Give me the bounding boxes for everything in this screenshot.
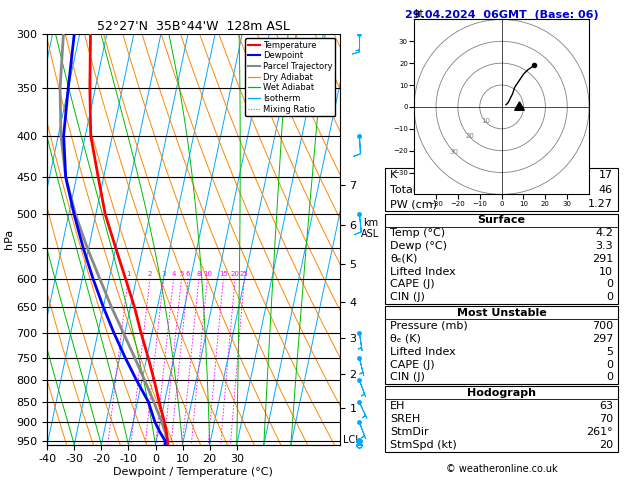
Text: 5: 5 [606,347,613,357]
Text: 2: 2 [148,271,152,277]
Bar [386,168,618,211]
Text: Hodograph: Hodograph [467,388,536,398]
Text: 3.3: 3.3 [596,241,613,251]
Text: 10: 10 [203,271,212,277]
Text: PW (cm): PW (cm) [390,199,437,209]
Bar [386,386,618,452]
Text: 29.04.2024  06GMT  (Base: 06): 29.04.2024 06GMT (Base: 06) [405,10,598,20]
Text: 20: 20 [465,134,474,139]
Text: StmDir: StmDir [390,427,429,437]
Text: Temp (°C): Temp (°C) [390,228,445,238]
Text: Lifted Index: Lifted Index [390,347,456,357]
Text: EH: EH [390,401,406,411]
Text: CAPE (J): CAPE (J) [390,360,435,369]
Text: 10: 10 [599,267,613,277]
Text: Lifted Index: Lifted Index [390,267,456,277]
Bar [386,306,618,384]
Text: Pressure (mb): Pressure (mb) [390,321,468,330]
Text: 17: 17 [599,170,613,180]
Y-axis label: km
ASL: km ASL [361,218,379,240]
Text: 291: 291 [592,254,613,264]
Text: CAPE (J): CAPE (J) [390,279,435,290]
Legend: Temperature, Dewpoint, Parcel Trajectory, Dry Adiabat, Wet Adiabat, Isotherm, Mi: Temperature, Dewpoint, Parcel Trajectory… [245,38,335,116]
Text: 0: 0 [606,292,613,302]
Text: kt: kt [414,9,424,18]
Text: StmSpd (kt): StmSpd (kt) [390,440,457,451]
Text: CIN (J): CIN (J) [390,372,425,382]
Text: θₑ (K): θₑ (K) [390,333,421,344]
Text: 297: 297 [592,333,613,344]
Text: 3: 3 [161,271,166,277]
Text: 700: 700 [592,321,613,330]
Text: 0: 0 [606,372,613,382]
Text: 0: 0 [606,360,613,369]
Text: 70: 70 [599,414,613,424]
Text: 4: 4 [171,271,175,277]
Text: θₑ(K): θₑ(K) [390,254,418,264]
Title: 52°27'N  35B°44'W  128m ASL: 52°27'N 35B°44'W 128m ASL [97,20,290,33]
Text: Dewp (°C): Dewp (°C) [390,241,447,251]
Text: 0: 0 [606,279,613,290]
Text: 30: 30 [450,149,459,155]
Bar [386,214,618,304]
Y-axis label: hPa: hPa [4,229,14,249]
Text: 6: 6 [186,271,191,277]
Text: 5: 5 [179,271,184,277]
Text: 8: 8 [197,271,201,277]
Text: 46: 46 [599,185,613,194]
Text: © weatheronline.co.uk: © weatheronline.co.uk [446,464,557,474]
Text: 20: 20 [599,440,613,451]
Text: 25: 25 [240,271,248,277]
Text: LCL: LCL [343,435,360,445]
Text: 63: 63 [599,401,613,411]
Text: Totals Totals: Totals Totals [390,185,457,194]
Text: SREH: SREH [390,414,420,424]
Text: 15: 15 [219,271,228,277]
Text: CIN (J): CIN (J) [390,292,425,302]
Text: 1: 1 [126,271,130,277]
Text: 1.27: 1.27 [588,199,613,209]
Text: 20: 20 [231,271,240,277]
Text: 4.2: 4.2 [595,228,613,238]
Text: 261°: 261° [586,427,613,437]
Text: K: K [390,170,398,180]
X-axis label: Dewpoint / Temperature (°C): Dewpoint / Temperature (°C) [113,467,274,477]
Text: 10: 10 [481,118,491,123]
Text: Most Unstable: Most Unstable [457,308,547,318]
Text: Surface: Surface [477,215,526,226]
